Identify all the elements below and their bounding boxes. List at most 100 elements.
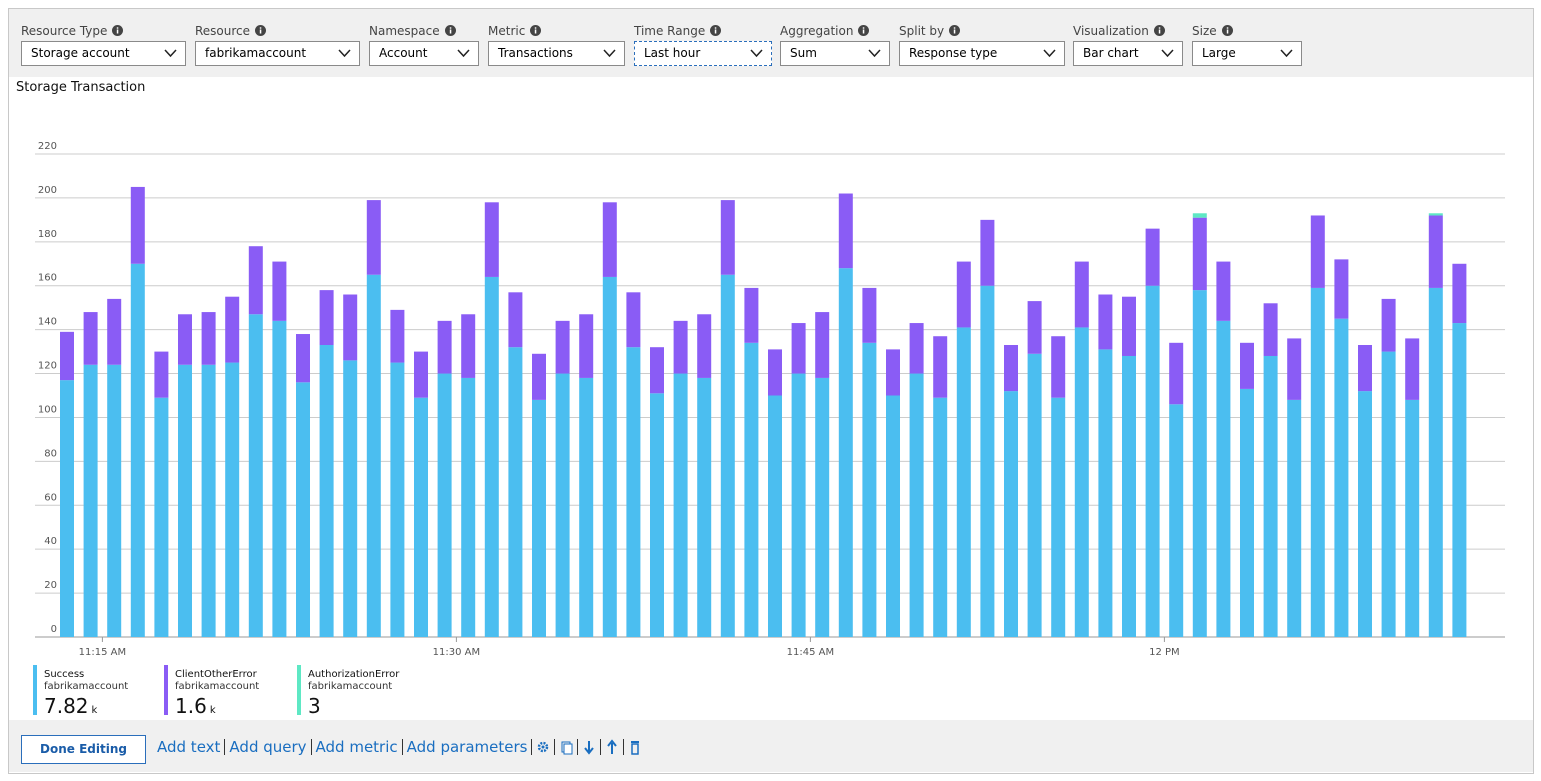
done-editing-button[interactable]: Done Editing [21, 735, 146, 764]
info-icon[interactable] [444, 25, 456, 36]
bar-segment [532, 353, 546, 400]
dropdown[interactable]: Large [1192, 41, 1302, 66]
bar-segment [602, 202, 617, 277]
label-text: Time Range [634, 24, 706, 38]
bar-segment [838, 193, 853, 269]
move-down-icon[interactable] [582, 739, 596, 755]
bar-segment [815, 377, 830, 637]
bar-segment [272, 261, 287, 321]
legend-swatch [164, 665, 168, 715]
label-text: Metric [488, 24, 526, 38]
dropdown[interactable]: Last hour [634, 41, 772, 66]
dropdown[interactable]: Storage account [21, 41, 186, 66]
field: Time Range Last hour [634, 24, 772, 66]
footer-link[interactable]: Add parameters [406, 738, 528, 756]
bar-segment [1428, 213, 1443, 216]
label-text: Resource Type [21, 24, 108, 38]
move-up-icon[interactable] [605, 739, 619, 755]
delete-icon[interactable] [628, 739, 642, 755]
bar-segment [248, 246, 263, 315]
bar-segment [225, 362, 240, 637]
bar-segment [107, 364, 122, 637]
dropdown[interactable]: Bar chart [1073, 41, 1183, 66]
bar-segment [1310, 215, 1325, 288]
footer-link[interactable]: Add metric [315, 738, 398, 756]
y-tick-label: 140 [38, 317, 57, 328]
bar-segment [720, 200, 735, 275]
bar-segment [1428, 215, 1443, 288]
bar-segment [862, 342, 877, 637]
bar-segment [933, 336, 948, 398]
dropdown[interactable]: Account [369, 41, 479, 66]
field: Split by Response type [899, 24, 1065, 66]
bar-segment [414, 351, 428, 398]
field: Size Large [1192, 24, 1302, 66]
bar-segment [130, 263, 145, 637]
bar-segment [319, 345, 334, 637]
bar-segment [933, 397, 948, 637]
bar-segment [1098, 294, 1113, 350]
bar-segment [1287, 399, 1302, 637]
bar-segment [1192, 213, 1207, 218]
bar-segment [1240, 388, 1254, 637]
info-icon[interactable] [858, 25, 870, 36]
bar-segment [272, 320, 287, 637]
field-label: Aggregation [780, 24, 890, 41]
info-icon[interactable] [1153, 25, 1165, 36]
info-icon[interactable] [1221, 25, 1233, 36]
bar-segment [508, 347, 523, 637]
bar-segment [1074, 261, 1089, 328]
info-icon[interactable] [112, 25, 124, 36]
dropdown[interactable]: Transactions [488, 41, 625, 66]
bar-segment [1004, 345, 1018, 392]
bar-segment [484, 202, 499, 277]
bar-segment [366, 200, 381, 275]
field: Aggregation Sum [780, 24, 890, 66]
bar-segment [980, 285, 995, 637]
field-label: Resource [195, 24, 360, 41]
dropdown[interactable]: fabrikamaccount [195, 41, 360, 66]
field-label: Metric [488, 24, 625, 41]
dropdown[interactable]: Sum [780, 41, 890, 66]
label-text: Split by [899, 24, 945, 38]
bar-segment [1051, 336, 1066, 398]
info-icon[interactable] [255, 25, 267, 36]
x-tick-label: 11:45 AM [787, 647, 834, 658]
footer-link[interactable]: Add text [157, 738, 221, 756]
legend-resource: fabrikamaccount [44, 681, 128, 692]
bar-segment [296, 382, 310, 637]
info-icon[interactable] [530, 25, 542, 36]
bar-segment [956, 261, 971, 328]
bar-segment [130, 186, 145, 264]
bar-segment [414, 397, 428, 637]
bar-segment [791, 373, 806, 637]
info-icon[interactable] [710, 25, 722, 36]
bar-segment [555, 373, 570, 637]
y-tick-label: 160 [38, 273, 57, 284]
bar-segment [390, 309, 405, 363]
bar-segment [1381, 298, 1396, 352]
footer-link[interactable]: Add query [229, 738, 307, 756]
bar-segment [343, 294, 358, 361]
bar-segment [1310, 287, 1325, 637]
bar-segment [815, 312, 830, 378]
bar-segment [1358, 391, 1372, 637]
bar-segment [579, 377, 594, 637]
bar-segment [1074, 327, 1089, 637]
bar-segment [650, 347, 664, 394]
copy-icon[interactable] [559, 739, 573, 755]
bar-segment [1145, 228, 1160, 286]
bar-segment [909, 373, 924, 637]
field-label: Resource Type [21, 24, 186, 41]
info-icon[interactable] [949, 25, 961, 36]
legend-swatch [297, 665, 301, 715]
field-label: Namespace [369, 24, 479, 41]
separator [401, 739, 403, 755]
bar-segment [154, 397, 169, 637]
footer [9, 720, 1533, 772]
settings-icon[interactable] [536, 739, 550, 755]
bar-segment [225, 296, 240, 363]
dropdown[interactable]: Response type [899, 41, 1065, 66]
bar-segment [508, 292, 523, 348]
chevron [164, 49, 177, 58]
